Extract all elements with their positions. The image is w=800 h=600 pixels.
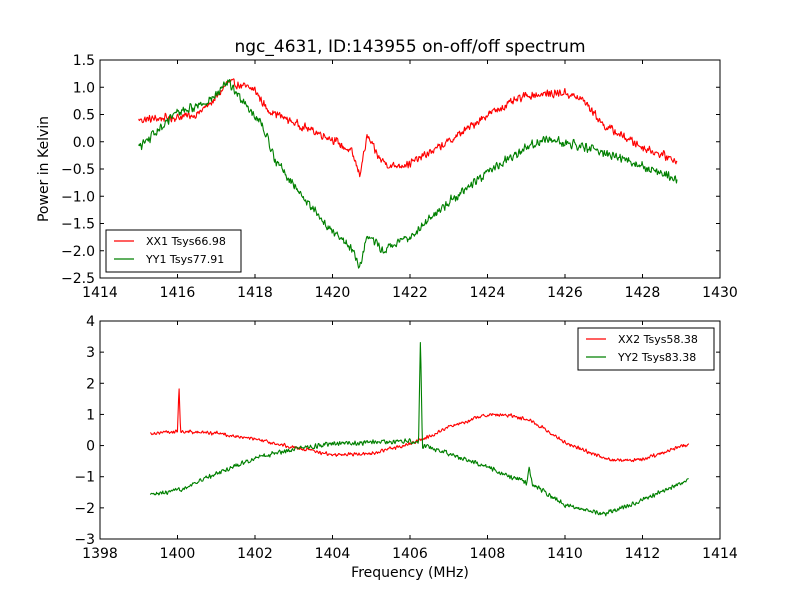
x-tick-label: 1408 <box>470 546 506 562</box>
x-tick-label: 1418 <box>237 285 273 301</box>
legend-label-yy1: YY1 Tsys77.91 <box>145 253 224 266</box>
bottom-legend-box <box>577 327 715 371</box>
x-tick-label: 1424 <box>470 285 506 301</box>
x-tick-label: 1416 <box>160 285 196 301</box>
y-tick-label: 1.0 <box>73 80 95 96</box>
x-tick-label: 1430 <box>702 285 738 301</box>
legend-label-xx1: XX1 Tsys66.98 <box>146 235 226 248</box>
top-y-axis-label: Power in Kelvin <box>36 116 52 222</box>
y-tick-label: −1.0 <box>61 189 95 205</box>
x-tick-label: 1402 <box>237 546 273 562</box>
x-tick-label: 1400 <box>160 546 196 562</box>
y-tick-label: −1.5 <box>61 217 95 233</box>
y-tick-label: −2.0 <box>61 244 95 260</box>
y-tick-label: −3 <box>74 532 95 548</box>
y-tick-label: 1.5 <box>73 53 95 69</box>
series-line-xx2 <box>149 388 690 463</box>
legend-label-xx2: XX2 Tsys58.38 <box>618 333 698 346</box>
y-tick-label: −0.5 <box>61 162 95 178</box>
y-tick-label: 2 <box>86 376 95 392</box>
y-tick-label: 0 <box>86 439 95 455</box>
x-tick-label: 1414 <box>702 546 738 562</box>
top-axes-frame <box>99 59 721 279</box>
chart-title: ngc_4631, ID:143955 on-off/off spectrum <box>234 37 585 57</box>
series-line-yy1 <box>138 79 678 269</box>
x-tick-label: 1406 <box>392 546 428 562</box>
bottom-axes-series <box>149 342 690 517</box>
bottom-legend: XX2 Tsys58.38 YY2 Tsys83.38 <box>577 327 715 371</box>
y-tick-label: 1 <box>86 407 95 423</box>
y-tick-label: −1 <box>74 470 95 486</box>
x-tick-label: 1412 <box>625 546 661 562</box>
x-tick-label: 1410 <box>547 546 583 562</box>
top-axes: 1414 1416 1418 1420 1422 1424 1426 1428 1430 1.5 1… <box>36 53 738 301</box>
y-tick-label: 4 <box>86 314 95 330</box>
x-tick-label: 1422 <box>392 285 428 301</box>
bottom-x-axis-label: Frequency (MHz) <box>351 565 469 581</box>
y-tick-label: 3 <box>86 345 95 361</box>
bottom-axes: 1398 1400 1402 1404 1406 1408 1410 1412 1414 4 3 2 1… <box>74 314 738 581</box>
top-axes-series <box>138 78 678 269</box>
x-tick-label: 1420 <box>315 285 351 301</box>
top-legend: XX1 Tsys66.98 YY1 Tsys77.91 <box>105 229 242 273</box>
x-tick-label: 1414 <box>82 285 118 301</box>
y-tick-label: 0.5 <box>73 108 95 124</box>
x-tick-label: 1426 <box>547 285 583 301</box>
top-axes-ticks: 1414 1416 1418 1420 1422 1424 1426 1428 1430 1.5 1… <box>61 53 738 301</box>
x-tick-label: 1404 <box>315 546 351 562</box>
y-tick-label: 0.0 <box>73 135 95 151</box>
x-tick-label: 1398 <box>82 546 118 562</box>
y-tick-label: −2 <box>74 501 95 517</box>
series-line-yy2 <box>149 342 689 517</box>
bottom-axes-frame <box>99 320 721 540</box>
y-tick-label: −2.5 <box>61 271 95 287</box>
top-legend-box <box>105 229 242 273</box>
x-tick-label: 1428 <box>625 285 661 301</box>
bottom-axes-ticks: 1398 1400 1402 1404 1406 1408 1410 1412 1414 4 3 2 1… <box>74 314 738 562</box>
legend-label-yy2: YY2 Tsys83.38 <box>617 351 696 364</box>
